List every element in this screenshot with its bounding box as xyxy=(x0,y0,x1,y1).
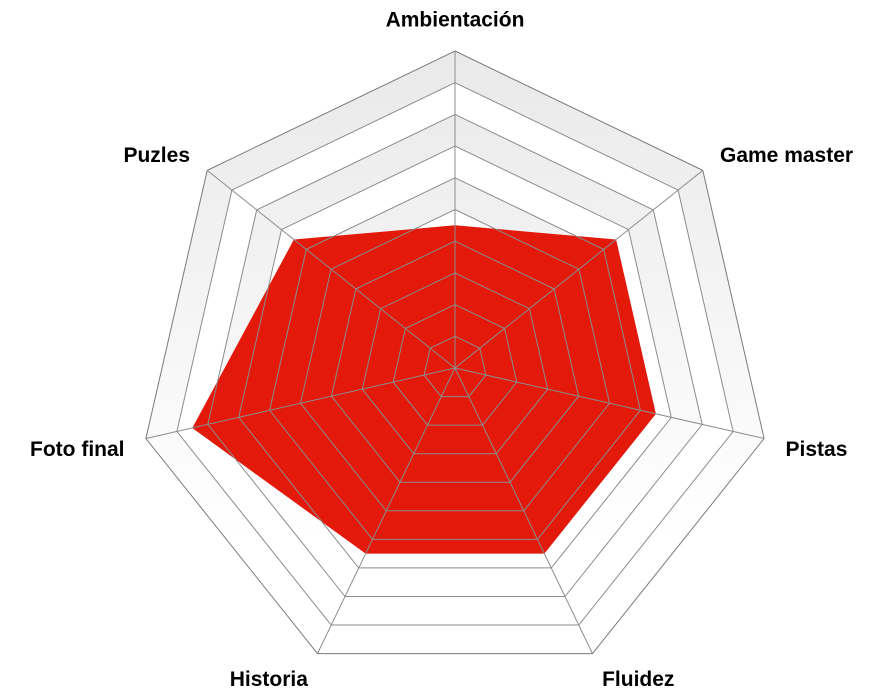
radar-spoke xyxy=(454,367,765,439)
radar-grid-ring xyxy=(207,113,703,597)
radar-series-area xyxy=(192,225,656,554)
radar-spoke xyxy=(206,170,456,369)
radar-grid-ring xyxy=(145,50,765,655)
radar-grid-ring xyxy=(330,240,580,483)
radar-spoke xyxy=(145,367,456,439)
axis-label: Puzles xyxy=(123,144,190,167)
axis-label: Fluidez xyxy=(602,668,674,691)
radar-grid xyxy=(145,50,765,655)
radar-grid-ring xyxy=(361,272,549,455)
radar-series-layer xyxy=(192,225,656,554)
axis-label: Foto final xyxy=(30,438,124,461)
radar-grid-ring xyxy=(238,145,672,569)
radar-spoke xyxy=(454,170,704,369)
axis-label: Game master xyxy=(720,144,853,167)
radar-grid-ring xyxy=(299,208,611,512)
radar-grid-ring xyxy=(423,335,487,398)
radar-grid-ring xyxy=(176,82,734,626)
radar-axis-labels: Ambientación Game master Pistas Fluidez Hist… xyxy=(30,9,853,691)
axis-label: Ambientación xyxy=(386,9,525,32)
radar-grid-ring xyxy=(269,177,641,540)
radar-spoke xyxy=(454,367,593,654)
axis-label: Historia xyxy=(230,668,309,691)
axis-label: Pistas xyxy=(786,438,848,461)
radar-grid-ring xyxy=(392,304,518,426)
radar-spoke xyxy=(317,367,456,654)
